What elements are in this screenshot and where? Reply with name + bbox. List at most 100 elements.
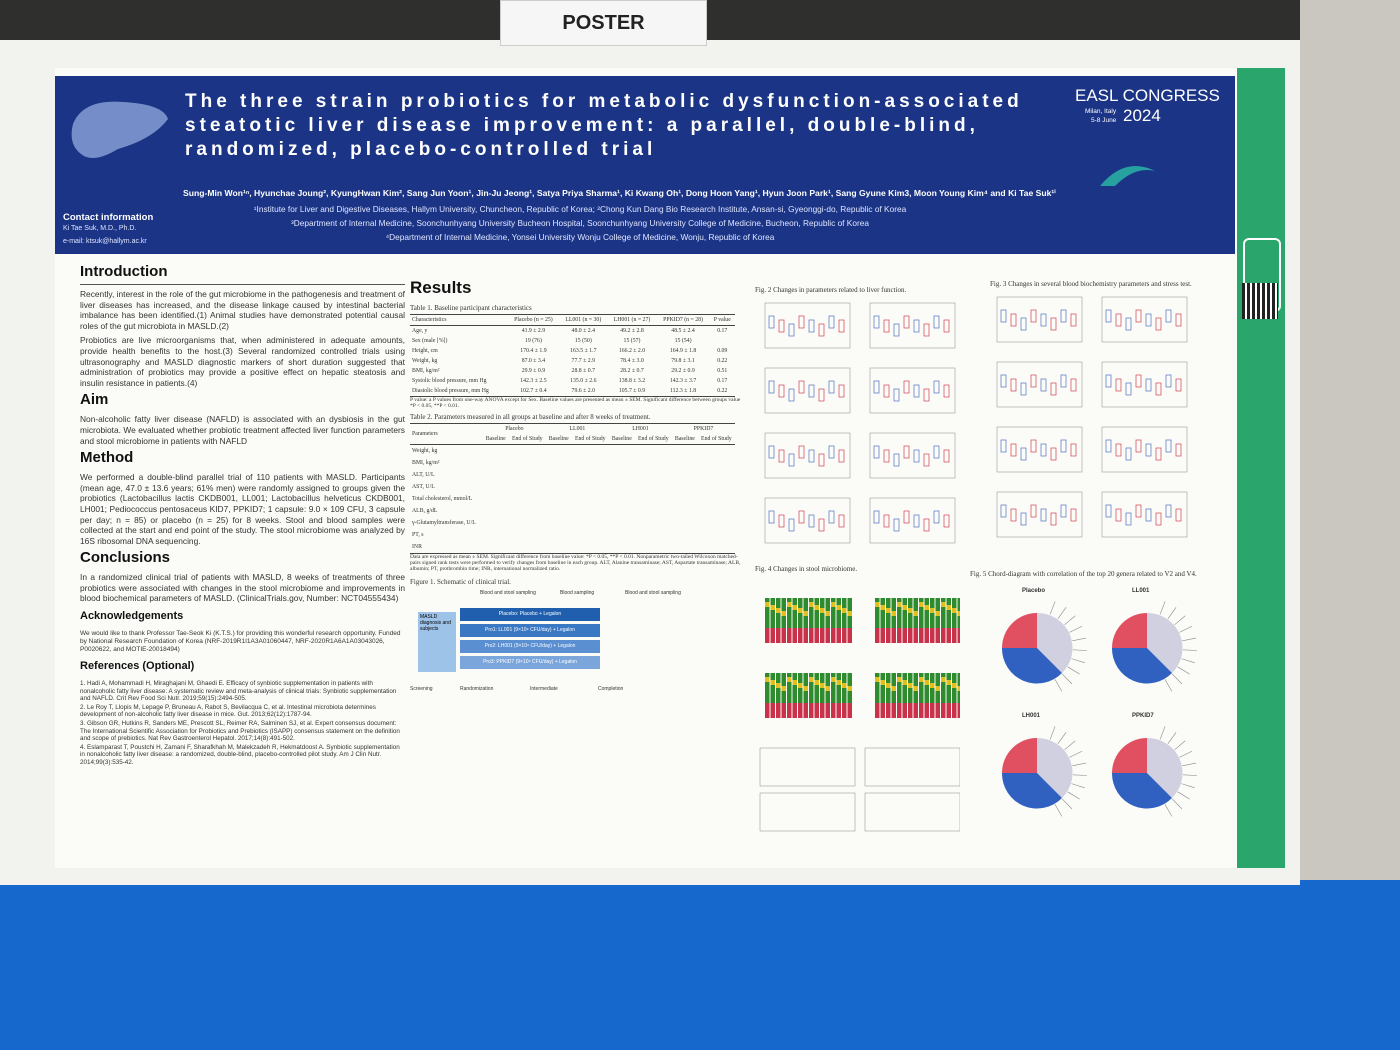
figure-shape — [897, 598, 902, 628]
figure-shape — [1101, 296, 1188, 343]
figure-shape — [1060, 439, 1067, 453]
arm-box: Placebo: Placebo + Legalon — [460, 608, 600, 621]
table-cell: Height, cm — [412, 348, 438, 354]
table-cell — [483, 505, 509, 517]
figure-shape — [842, 608, 847, 613]
table-cell — [572, 469, 609, 481]
figure-shape — [1071, 783, 1085, 789]
figure-shape — [903, 510, 910, 524]
table-cell — [546, 493, 572, 505]
figure-shape — [1125, 317, 1132, 331]
table-cell: 105.7 ± 0.9 — [618, 388, 646, 394]
figure-shape — [919, 602, 924, 607]
paragraph: We would like to thank Professor Tae-Seo… — [80, 630, 401, 654]
column-subheader: Baseline — [548, 436, 569, 442]
figure-shape — [864, 792, 961, 832]
figure-shape — [825, 611, 830, 616]
figure-shape — [924, 680, 929, 685]
figure-shape — [1115, 313, 1122, 327]
header-row: Parameters Placebo LL001 LH001 PPKID7 — [410, 424, 735, 437]
figure-shape — [764, 497, 851, 544]
figure-shape — [946, 598, 951, 628]
figure-shape — [798, 510, 805, 524]
figure-shape — [996, 296, 1083, 343]
figure-caption: Fig. 4 Changes in stool microbiome. — [755, 565, 858, 573]
figure-shape — [873, 380, 880, 394]
figure-shape — [946, 680, 951, 685]
figure-shape — [1175, 378, 1182, 392]
liver-shape — [71, 101, 168, 158]
table-row: Age, y 41.9 ± 2.9 48.0 ± 2.4 49.2 ± 2.8 48.5… — [410, 326, 735, 337]
figure-shape — [924, 628, 929, 643]
table-cell — [672, 481, 698, 493]
figure-shape — [778, 449, 785, 463]
figure-shape — [1010, 443, 1017, 457]
column-header: Characteristics — [412, 317, 447, 323]
figure-shape — [923, 453, 930, 467]
figure-shape — [1175, 313, 1182, 327]
figure-shape — [1105, 504, 1112, 518]
figure-shape — [880, 680, 885, 685]
figure-shape — [814, 628, 819, 643]
section-heading: Results — [410, 278, 472, 297]
figure-shape — [818, 518, 825, 532]
table-cell: 142.3 ± 2.5 — [520, 378, 547, 384]
figure-shape — [836, 628, 841, 643]
liver-icon — [71, 101, 168, 158]
table-row: Total cholesterol, mmol/L — [410, 493, 735, 505]
figure-shape — [930, 683, 935, 688]
figure-shape — [798, 628, 803, 643]
table-cell — [483, 481, 509, 493]
figure-shape — [1155, 447, 1162, 461]
figure-shape — [781, 703, 786, 718]
table-cell — [672, 493, 698, 505]
reference-list: 1. Hadi A, Mohammadi H, Miraghajani M, G… — [80, 680, 405, 767]
figure-shape — [908, 683, 913, 688]
figure-shape — [903, 315, 910, 329]
figure-shape — [770, 598, 775, 628]
figure-shape — [1164, 679, 1173, 692]
row-label: ALB, g/dL — [412, 508, 438, 514]
table-row: ALT, U/L — [410, 469, 735, 481]
figure-shape — [941, 602, 946, 607]
timeline-label: Intermediate — [530, 686, 558, 692]
figure-shape — [933, 315, 940, 329]
table-cell — [698, 457, 735, 469]
table-cell — [509, 541, 546, 554]
figure-shape — [941, 673, 946, 703]
figure-shape — [809, 598, 814, 628]
table-cell: 29.2 ± 0.9 — [671, 368, 695, 374]
figure-shape — [1020, 382, 1027, 396]
table-cell: Sex (male [%]) — [412, 338, 448, 344]
table-row: BMI, kg/m² — [410, 457, 735, 469]
table-cell: 0.09 — [717, 348, 728, 354]
figure-shape — [808, 449, 815, 463]
figure-shape — [1145, 443, 1152, 457]
table-cell: 15 (54) — [674, 338, 692, 344]
table-cell — [698, 493, 735, 505]
entry-box: MASLD diagnosis and subjects — [418, 612, 456, 672]
figure-shape — [764, 367, 851, 414]
table-cell: 0.22 — [717, 358, 728, 364]
table-row: Weight, kg — [410, 445, 735, 458]
figure-shape — [765, 598, 770, 628]
table-row: γ-Glutamyltransferase, U/L — [410, 517, 735, 529]
table-cell — [572, 505, 609, 517]
figure-shape — [778, 514, 785, 528]
table-cell — [509, 457, 546, 469]
figure-shape — [1064, 740, 1076, 751]
figure-shape — [787, 677, 792, 682]
column-subheader: End of Study — [511, 436, 543, 442]
figure-shape — [787, 703, 792, 718]
figure-shape — [913, 628, 918, 643]
figure-shape — [924, 605, 929, 610]
contact-label: Contact information — [63, 212, 154, 223]
table-cell: BMI, kg/m² — [412, 368, 440, 374]
figure-shape — [1159, 601, 1166, 615]
table-cell — [672, 445, 698, 458]
congress-dates: 5-8 June — [1091, 117, 1117, 124]
figure-shape — [913, 319, 920, 333]
figure-shape — [1135, 439, 1142, 453]
figure-caption: Fig. 3 Changes in several blood biochemi… — [990, 280, 1192, 288]
table-cell — [572, 493, 609, 505]
